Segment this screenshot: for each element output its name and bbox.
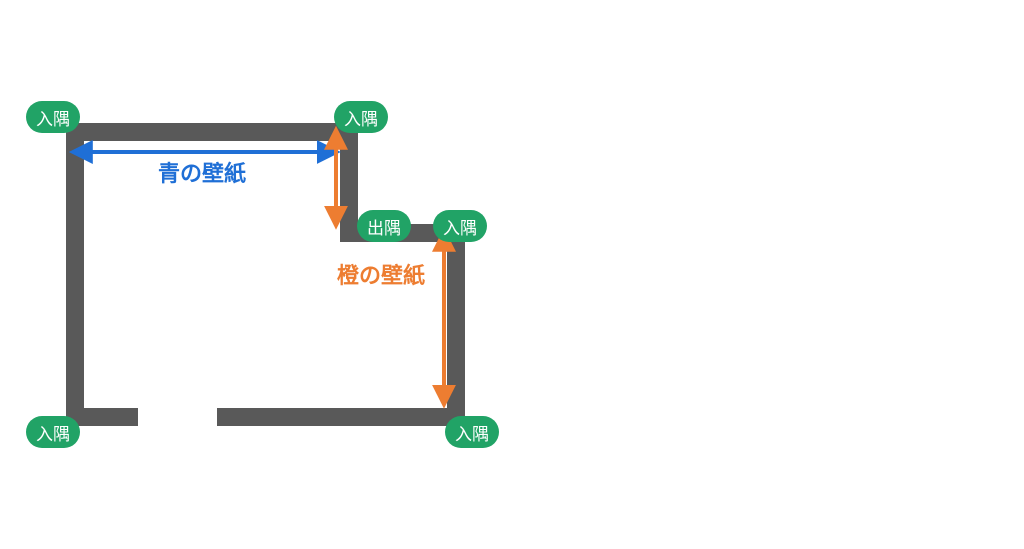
corner-badge-1: 入隅 <box>334 101 388 133</box>
corner-badge-label: 出隅 <box>367 214 401 239</box>
orange-arrow-label: 橙の壁紙 <box>337 258 425 290</box>
corner-badge-3: 入隅 <box>433 210 487 242</box>
orange-arrow <box>0 0 1024 549</box>
corner-badge-label: 入隅 <box>443 214 477 239</box>
corner-badge-0: 入隅 <box>26 101 80 133</box>
corner-badge-2: 出隅 <box>357 210 411 242</box>
corner-badge-label: 入隅 <box>455 420 489 445</box>
corner-badge-5: 入隅 <box>26 416 80 448</box>
corner-badge-4: 入隅 <box>445 416 499 448</box>
corner-badge-label: 入隅 <box>344 105 378 130</box>
corner-badge-label: 入隅 <box>36 420 70 445</box>
diagram-canvas: 青の壁紙 橙の壁紙 入隅 入隅 出隅 入隅 入隅 入隅 <box>0 0 1024 549</box>
corner-badge-label: 入隅 <box>36 105 70 130</box>
